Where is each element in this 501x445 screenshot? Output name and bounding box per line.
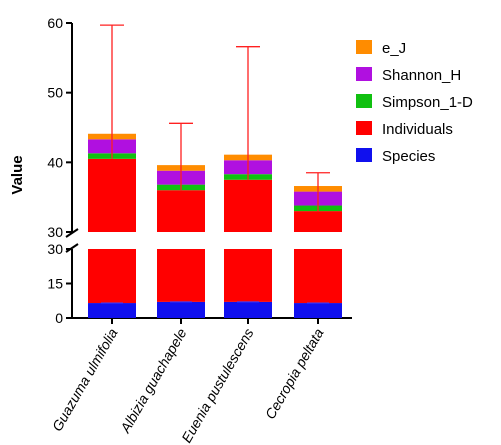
legend-swatch bbox=[356, 40, 372, 54]
legend-label: Simpson_1-D bbox=[382, 94, 473, 111]
error-bars bbox=[100, 24, 330, 304]
y-axis-title: Value bbox=[9, 155, 26, 194]
bar-individuals-lower bbox=[157, 249, 205, 302]
category-label: Cecropia peltata bbox=[262, 325, 327, 421]
y-tick-label: 30 bbox=[47, 241, 63, 257]
y-tick-label: 30 bbox=[47, 224, 63, 240]
bar-individuals-upper bbox=[294, 211, 342, 232]
legend: e_J Shannon_H Simpson_1-D Individuals Specie… bbox=[356, 40, 473, 165]
legend-label: Shannon_H bbox=[382, 67, 461, 84]
legend-swatch bbox=[356, 148, 372, 162]
y-tick-label: 60 bbox=[47, 15, 63, 31]
bar-individuals-upper bbox=[157, 190, 205, 232]
bar-individuals-upper bbox=[88, 158, 136, 232]
bar-species-lower bbox=[88, 303, 136, 318]
bar-individuals-upper bbox=[224, 179, 272, 232]
bar-individuals-lower bbox=[224, 249, 272, 302]
legend-swatch bbox=[356, 121, 372, 135]
category-label: Guazuma ulmifolia bbox=[49, 325, 121, 434]
category-label: Euenia pustulescens bbox=[178, 326, 256, 445]
y-tick-label: 40 bbox=[47, 154, 63, 170]
y-tick-label: 0 bbox=[55, 310, 63, 326]
y-tick-label: 15 bbox=[47, 276, 63, 292]
bar-individuals-lower bbox=[294, 249, 342, 304]
bar-individuals-lower bbox=[88, 249, 136, 304]
y-tick-label: 50 bbox=[47, 85, 63, 101]
legend-label: e_J bbox=[382, 40, 406, 57]
legend-label: Individuals bbox=[382, 121, 453, 138]
bars bbox=[88, 133, 342, 318]
bar-species-lower bbox=[294, 303, 342, 318]
legend-label: Species bbox=[382, 148, 435, 165]
legend-swatch bbox=[356, 67, 372, 81]
bar-species-lower bbox=[224, 301, 272, 318]
category-label: Albizia guachapele bbox=[116, 325, 189, 436]
legend-swatch bbox=[356, 94, 372, 108]
bar-species-lower bbox=[157, 301, 205, 318]
